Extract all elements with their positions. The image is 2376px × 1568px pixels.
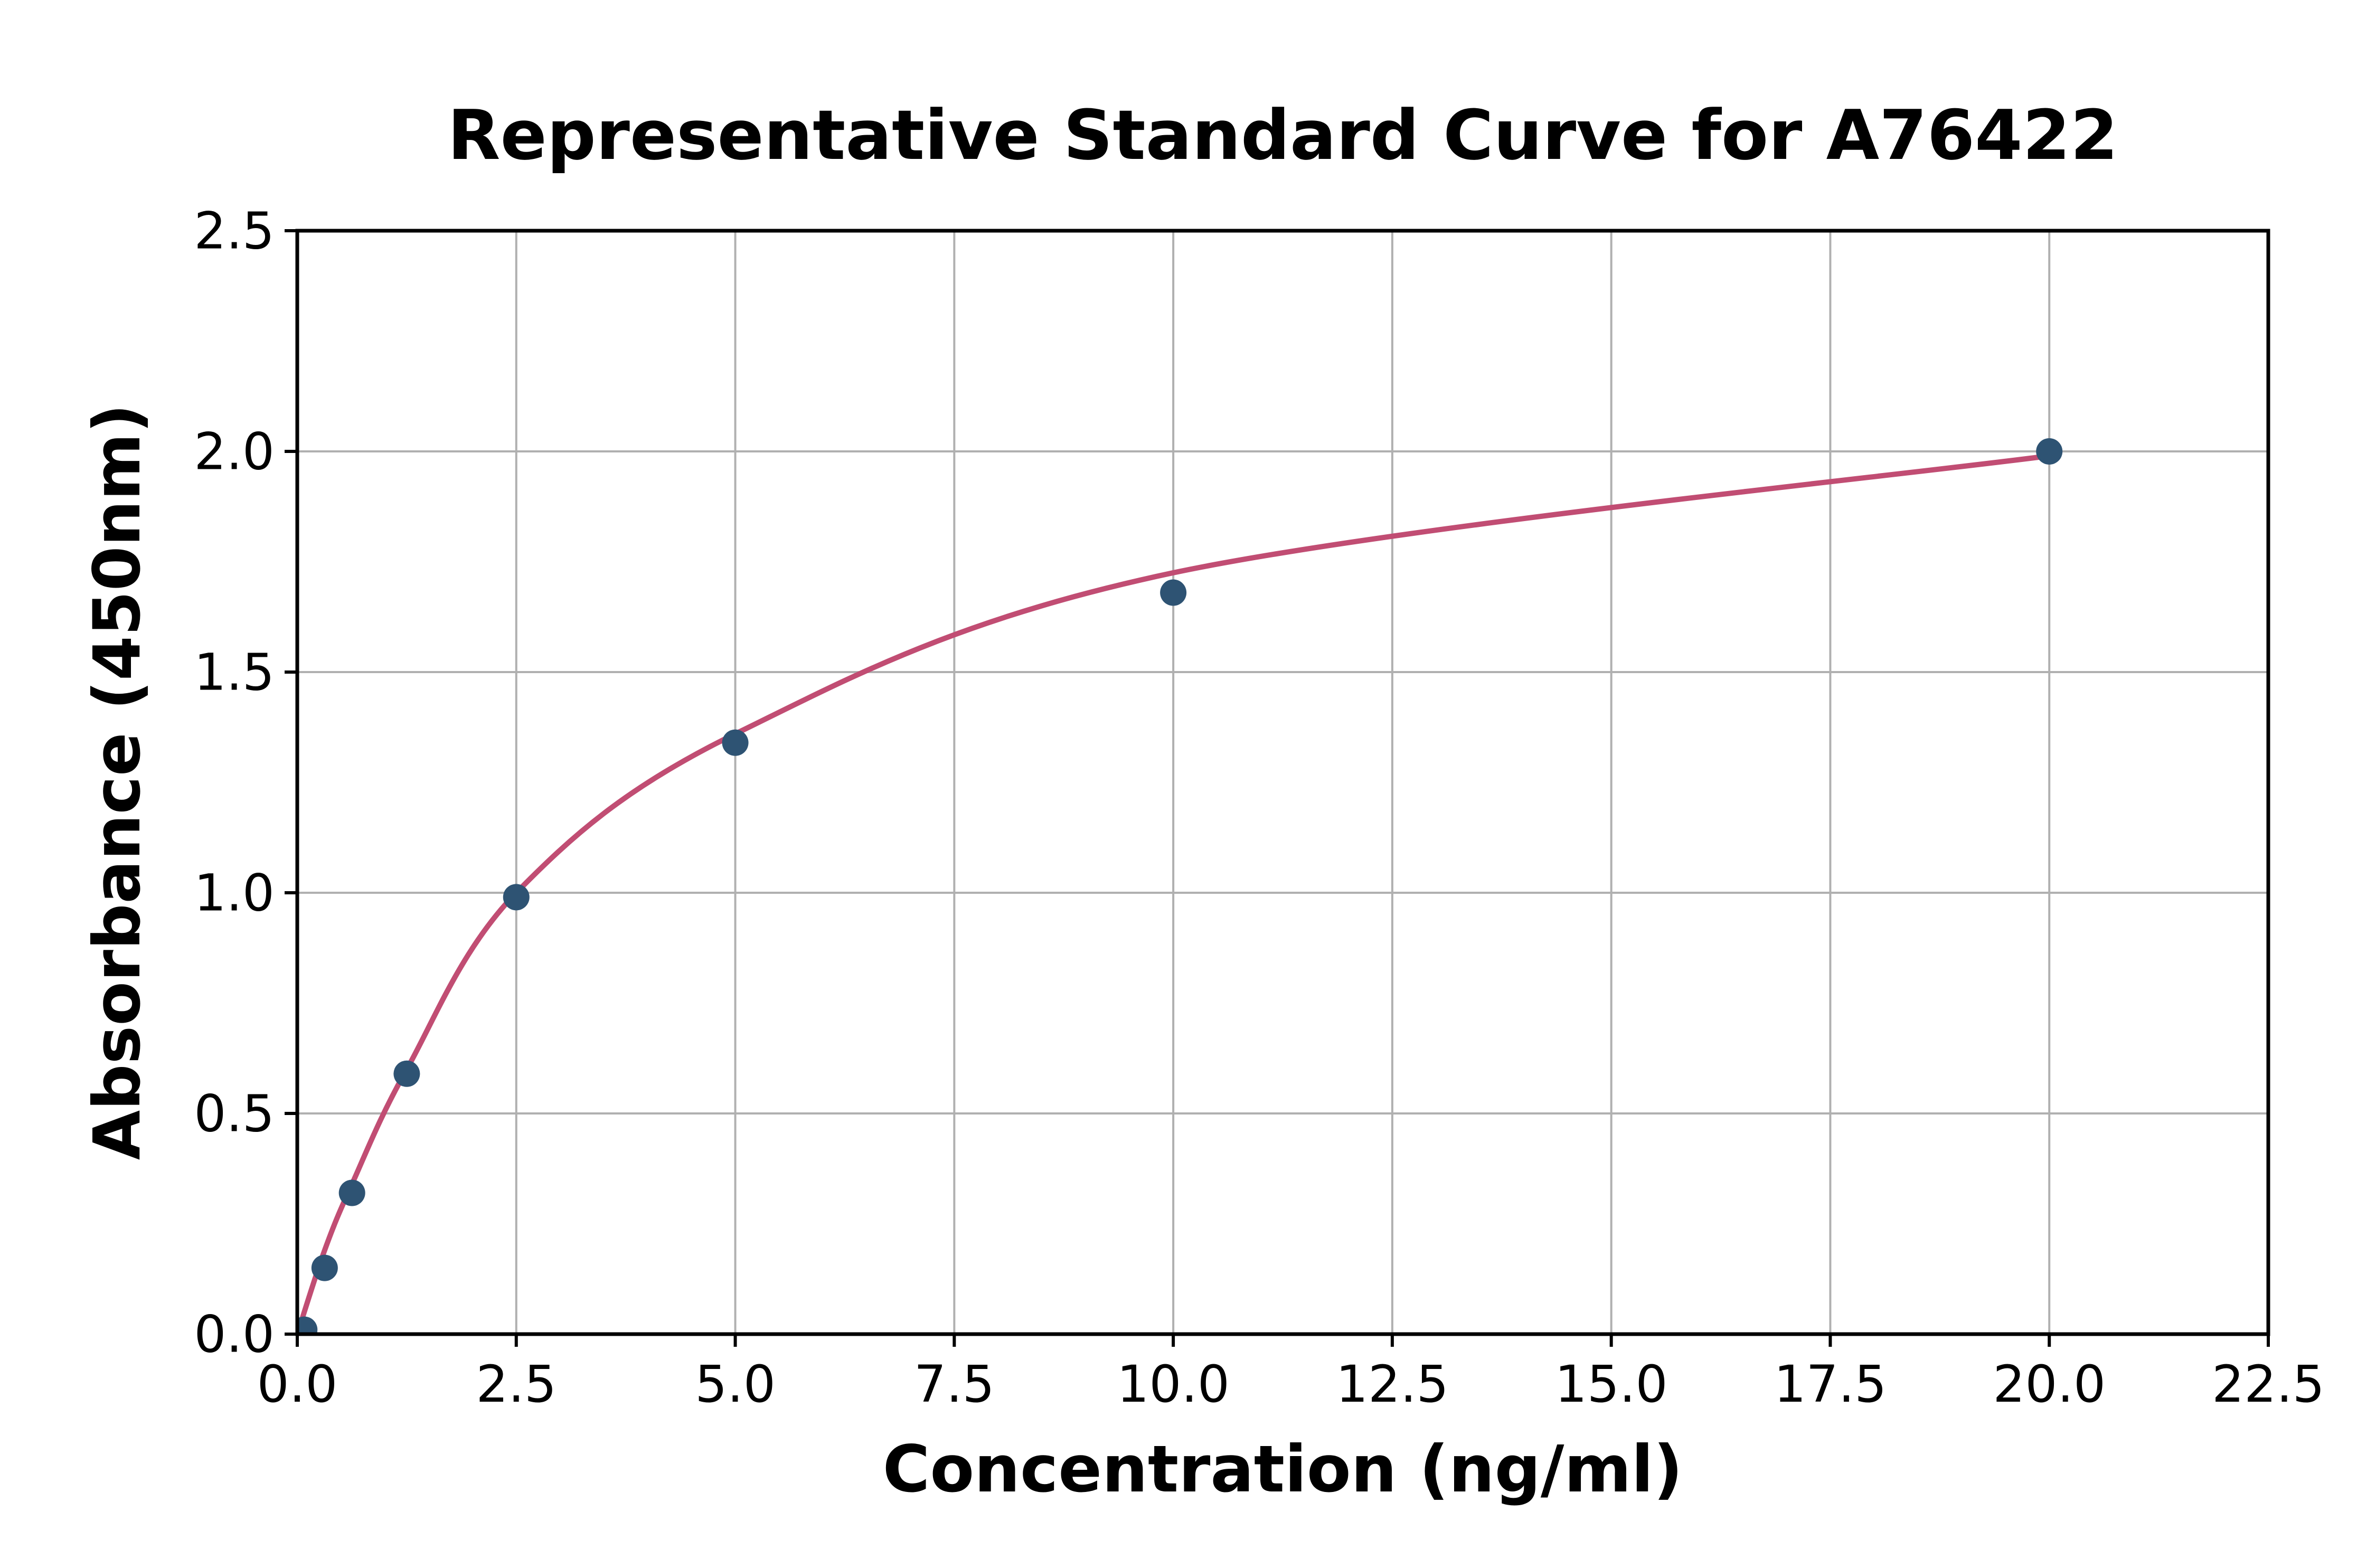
chart-title: Representative Standard Curve for A76422 <box>447 95 2118 175</box>
x-tick-label: 15.0 <box>1555 1355 1668 1414</box>
x-tick-label: 10.0 <box>1117 1355 1230 1414</box>
x-tick-label: 7.5 <box>914 1355 995 1414</box>
x-axis-label: Concentration (ng/ml) <box>882 1432 1683 1507</box>
data-point <box>503 884 530 911</box>
y-tick-label: 0.0 <box>194 1305 275 1364</box>
x-tick-label: 5.0 <box>695 1355 776 1414</box>
y-tick-label: 1.5 <box>194 643 275 702</box>
data-point <box>297 1316 318 1334</box>
data-point <box>2036 438 2063 465</box>
y-tick-label: 0.5 <box>194 1084 275 1144</box>
data-point <box>722 729 749 756</box>
data-point <box>393 1060 420 1087</box>
y-tick-label: 2.0 <box>194 422 275 481</box>
data-point <box>338 1179 365 1206</box>
x-tick-label: 2.5 <box>476 1355 557 1414</box>
plot-border <box>295 229 2270 1336</box>
y-tick-label: 2.5 <box>194 202 275 261</box>
x-tick-label: 17.5 <box>1774 1355 1887 1414</box>
x-tick-label: 0.0 <box>257 1355 338 1414</box>
data-point <box>311 1254 338 1281</box>
data-point <box>1160 579 1187 606</box>
x-tick-label: 20.0 <box>1993 1355 2106 1414</box>
x-tick-label: 22.5 <box>2212 1355 2325 1414</box>
y-axis-label: Absorbance (450nm) <box>80 403 155 1160</box>
x-tick-label: 12.5 <box>1336 1355 1449 1414</box>
y-tick-label: 1.0 <box>194 864 275 923</box>
